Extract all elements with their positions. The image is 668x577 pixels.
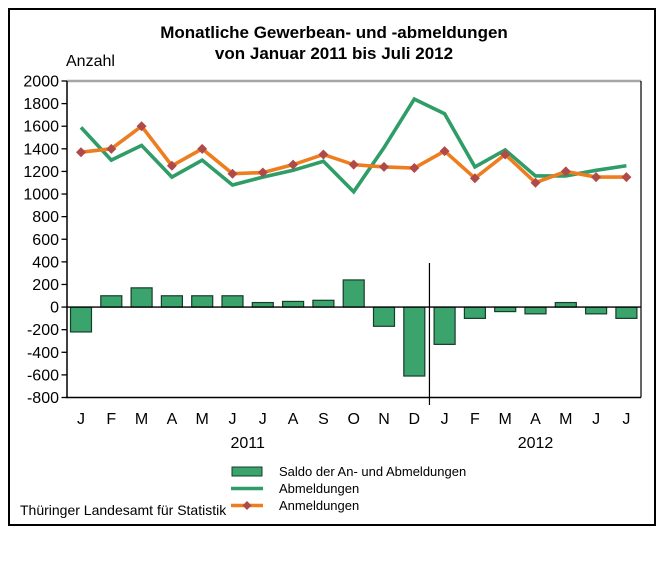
chart-title-line2: von Januar 2011 bis Juli 2012 [214,44,454,63]
legend-item-abmeldungen: Abmeldungen [231,480,466,497]
y-tick-label: 2000 [23,74,59,91]
y-tick-label: -600 [27,367,59,384]
anmeldungen-diamond-marker [136,121,147,132]
orange-line-diamond-swatch-icon [231,501,263,510]
abmeldungen-line [79,96,627,195]
saldo-bar [191,295,214,308]
anmeldungen-diamond-marker [560,166,571,177]
legend-label-anmeldungen: Anmeldungen [279,498,360,513]
y-tick-label: 400 [32,254,59,271]
month-label: N [378,411,390,428]
saldo-bar [433,306,456,345]
month-label: M [559,411,572,428]
saldo-bar [342,279,365,308]
anmeldungen-diamond-marker [227,168,238,179]
chart-frame [8,8,656,526]
month-label: F [106,411,116,428]
anmeldungen-diamond-marker [409,163,420,174]
anmeldungen-diamond-marker [76,147,86,158]
month-label: O [347,411,359,428]
month-label: A [530,411,541,428]
green-line-swatch-icon [231,486,263,491]
month-label: J [77,411,85,428]
saldo-bar [312,299,335,308]
saldo-bar [130,287,153,308]
month-label: M [135,411,148,428]
chart-title: Monatliche Gewerbean- und -abmeldungen v… [8,22,660,64]
month-label: M [196,411,209,428]
anmeldungen-diamond-marker [439,146,450,157]
y-tick-label: -200 [27,322,59,339]
saldo-bar [372,306,396,327]
y-tick-label: 1000 [23,187,59,204]
saldo-bar [615,306,638,319]
saldo-bar [100,295,123,308]
anmeldungen-diamond-marker [288,159,299,170]
y-tick-label: 800 [32,209,59,226]
y-tick-label: 1600 [23,119,59,136]
y-tick-label: 1400 [23,141,59,158]
saldo-bar [584,306,608,315]
saldo-bar [403,306,426,377]
legend-item-anmeldungen: Anmeldungen [231,497,466,514]
anmeldungen-diamond-marker [166,160,177,171]
source-attribution: Thüringer Landesamt für Statistik [20,502,227,518]
month-label: A [288,411,299,428]
anmeldungen-diamond-marker [197,143,208,154]
anmeldungen-diamond-marker [500,149,511,160]
month-label: J [622,411,630,428]
month-label: J [592,411,600,428]
anmeldungen-diamond-marker [530,177,541,188]
anmeldungen-diamond-marker [469,173,480,184]
anmeldungen-diamond-marker [621,172,632,183]
y-tick-label: 0 [50,300,59,317]
month-label: F [470,411,480,428]
saldo-bar-swatch-icon [231,466,263,477]
y-tick-label: -400 [27,345,59,362]
anmeldungen-diamond-marker [348,159,359,170]
anmeldungen-diamond-marker [379,161,389,172]
saldo-bar [69,306,93,333]
y-tick-label: 1800 [23,96,59,113]
year-label: 2011 [230,435,265,452]
legend-label-saldo: Saldo der An- und Abmeldungen [279,464,467,479]
anmeldungen-diamond-marker [257,167,268,178]
saldo-bar [524,306,547,315]
y-tick-label: 200 [32,277,59,294]
month-label: D [409,411,421,428]
saldo-bar [221,295,244,308]
y-tick-label: -800 [27,390,59,407]
month-label: J [441,411,449,428]
month-label: J [259,411,267,428]
legend: Saldo der An- und Abmeldungen Abmeldunge… [231,463,466,514]
saldo-bar [463,306,486,319]
anmeldungen-diamond-marker [106,143,117,154]
chart-title-line1: Monatliche Gewerbean- und -abmeldungen [160,23,508,42]
y-tick-label: 1200 [23,164,59,181]
month-label: M [499,411,512,428]
month-label: J [229,411,237,428]
year-label: 2012 [518,435,554,452]
legend-item-saldo: Saldo der An- und Abmeldungen [231,463,466,480]
saldo-bar [282,300,305,308]
saldo-bar [160,295,183,308]
anmeldungen-diamond-marker [318,149,329,160]
month-label: S [318,411,329,428]
month-label: A [167,411,178,428]
y-axis-label: Anzahl [66,53,115,70]
y-tick-label: 600 [32,232,59,249]
anmeldungen-diamond-marker [591,172,602,183]
legend-label-abmeldungen: Abmeldungen [279,481,360,496]
